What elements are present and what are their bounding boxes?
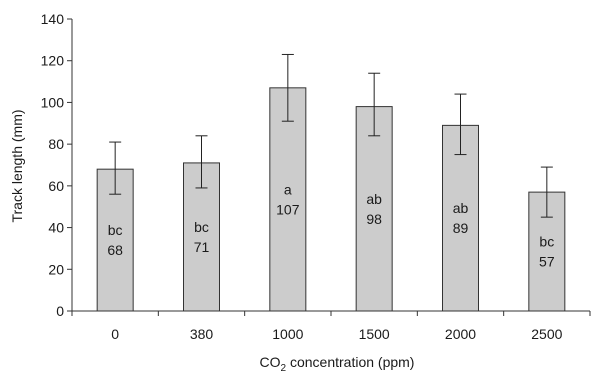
bar-value-label: 98 — [366, 211, 382, 227]
y-axis: 0 20 40 60 80 100 120 140 — [41, 11, 73, 319]
x-axis-title: CO2 concentration (ppm) — [260, 354, 415, 373]
x-axis: 0 380 1000 1500 2000 2500 — [71, 310, 591, 342]
x-axis-title-suffix: concentration (ppm) — [286, 354, 414, 370]
y-tick-label: 120 — [41, 53, 65, 69]
error-bars — [109, 53, 553, 218]
bar-value-label: 57 — [539, 254, 555, 270]
bar-value-label: 71 — [194, 239, 210, 255]
x-axis-title-prefix: CO — [260, 354, 281, 370]
bar-letter-label: ab — [453, 200, 469, 216]
y-tick-label: 140 — [41, 11, 65, 27]
y-tick-label: 100 — [41, 94, 65, 110]
bar-2000 — [442, 124, 479, 312]
x-tick-label: 1000 — [272, 326, 303, 342]
x-tick-label: 1500 — [359, 326, 390, 342]
x-tick-label: 0 — [111, 326, 119, 342]
bars — [96, 87, 566, 312]
y-axis-title: Track length (mm) — [9, 109, 25, 222]
bar-labels: bc 68 bc 71 a 107 ab 98 ab 89 bc 57 — [107, 181, 554, 269]
y-tick-label: 60 — [48, 178, 64, 194]
y-tick-label: 80 — [48, 136, 64, 152]
bar-1500 — [355, 106, 393, 312]
bar-letter-label: a — [284, 181, 292, 197]
y-tick-label: 20 — [48, 261, 64, 277]
x-axis-title-subscript: 2 — [281, 363, 287, 373]
bar-letter-label: ab — [366, 191, 382, 207]
x-tick-label: 2000 — [445, 326, 476, 342]
y-tick-label: 40 — [48, 220, 64, 236]
bar-value-label: 68 — [107, 242, 123, 258]
bar-letter-label: bc — [194, 219, 209, 235]
bar-1000 — [269, 87, 307, 312]
bar-value-label: 89 — [453, 220, 469, 236]
x-tick-label: 2500 — [531, 326, 562, 342]
bar-letter-label: bc — [108, 222, 123, 238]
y-tick-label: 0 — [56, 303, 64, 319]
bar-letter-label: bc — [539, 234, 554, 250]
x-tick-label: 380 — [190, 326, 214, 342]
bar-value-label: 107 — [276, 201, 300, 217]
